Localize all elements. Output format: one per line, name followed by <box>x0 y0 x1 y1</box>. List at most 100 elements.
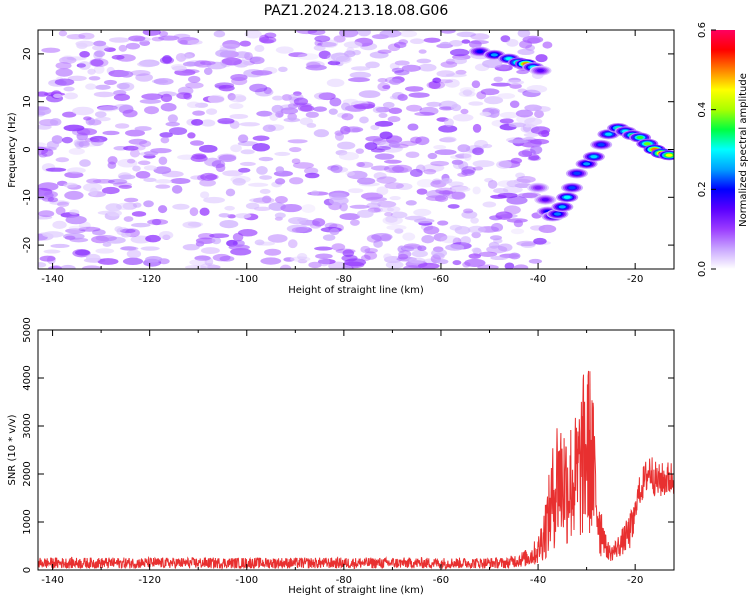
noise-blob <box>103 79 117 85</box>
noise-blob <box>254 44 265 53</box>
noise-blob <box>101 186 120 195</box>
noise-blob <box>160 93 173 103</box>
noise-blob <box>256 241 276 246</box>
noise-blob <box>510 157 523 164</box>
y-tick-label: 10 <box>22 95 33 108</box>
noise-blob <box>528 258 543 264</box>
noise-blob <box>180 53 193 60</box>
signal-blob <box>483 49 506 60</box>
spectrogram-y-axis-label: Frequency (Hz) <box>7 112 18 188</box>
noise-blob <box>347 170 368 180</box>
noise-blob <box>253 197 275 204</box>
noise-blob <box>384 211 393 217</box>
noise-blob <box>230 175 251 184</box>
noise-blob <box>370 200 383 206</box>
signal-level <box>553 212 562 216</box>
signal-level <box>558 205 566 209</box>
noise-blob <box>144 106 160 115</box>
noise-blob <box>275 46 294 54</box>
noise-blob <box>95 84 111 90</box>
noise-blob <box>301 204 316 213</box>
noise-blob <box>416 188 428 195</box>
snr-x-axis-label: Height of straight line (km) <box>288 585 424 596</box>
noise-blob <box>318 50 331 60</box>
noise-blob <box>493 188 509 194</box>
noise-blob <box>97 106 118 112</box>
noise-blob <box>207 94 225 104</box>
noise-blob <box>287 139 308 144</box>
noise-blob <box>215 163 226 173</box>
noise-blob <box>102 130 120 136</box>
noise-blob <box>267 234 288 243</box>
noise-blob <box>129 149 140 158</box>
noise-blob <box>137 61 158 68</box>
noise-blob <box>38 91 49 97</box>
noise-blob <box>170 177 191 185</box>
noise-blob <box>78 221 91 230</box>
noise-blob <box>53 93 63 98</box>
noise-blob <box>360 254 371 262</box>
noise-blob <box>373 207 383 213</box>
x-tick-label: -60 <box>433 274 449 285</box>
noise-blob <box>209 233 230 239</box>
noise-blob <box>239 122 260 127</box>
noise-blob <box>65 215 87 225</box>
noise-blob <box>444 118 454 127</box>
noise-blob <box>187 221 203 227</box>
noise-blob <box>114 226 123 233</box>
noise-blob <box>200 119 216 127</box>
noise-blob <box>377 78 388 83</box>
colorbar-label: Normalized spectral amplitude <box>738 73 749 227</box>
noise-blob <box>66 56 87 61</box>
noise-blob <box>350 66 371 71</box>
noise-blob <box>417 262 440 269</box>
noise-blob <box>438 106 455 111</box>
noise-blob <box>61 55 75 63</box>
noise-blob <box>291 227 309 233</box>
noise-blob <box>523 132 539 138</box>
noise-blob <box>457 144 471 153</box>
noise-blob <box>402 232 416 241</box>
noise-blob <box>388 166 409 174</box>
noise-blob <box>229 103 244 110</box>
noise-blob <box>48 265 62 269</box>
noise-blob <box>327 60 341 66</box>
noise-blob <box>375 146 391 151</box>
noise-blob <box>38 106 52 116</box>
noise-blob <box>470 217 479 224</box>
noise-blob <box>524 104 542 112</box>
noise-blob <box>143 177 157 182</box>
noise-blob <box>38 262 47 268</box>
noise-blob <box>65 228 86 234</box>
noise-blob <box>251 70 273 76</box>
noise-blob <box>264 248 282 256</box>
noise-blob <box>165 121 180 127</box>
noise-blob <box>78 32 95 40</box>
noise-blob <box>95 235 117 242</box>
noise-blob <box>500 35 511 43</box>
noise-blob <box>104 47 116 52</box>
noise-blob <box>259 188 271 194</box>
noise-blob <box>172 203 190 210</box>
noise-blob <box>509 100 520 108</box>
noise-blob <box>330 164 343 174</box>
noise-blob <box>343 41 363 49</box>
signal-blob <box>565 168 588 179</box>
noise-blob <box>435 187 457 195</box>
noise-blob <box>436 259 449 265</box>
noise-blob <box>401 64 421 72</box>
noise-blob <box>480 88 500 96</box>
noise-blob <box>288 52 308 58</box>
noise-blob <box>411 250 428 258</box>
noise-blob <box>234 51 251 59</box>
noise-blob <box>456 31 477 38</box>
noise-blob <box>297 53 319 60</box>
noise-blob <box>403 265 422 269</box>
noise-blob <box>118 184 133 189</box>
noise-blob <box>472 186 481 195</box>
noise-blob <box>377 49 392 54</box>
noise-blob <box>140 246 160 251</box>
noise-blob <box>274 151 291 156</box>
noise-blob <box>328 196 349 206</box>
snr-x-ticks: -140 -120 -100 -80 -60 -40 -20 <box>41 330 643 586</box>
